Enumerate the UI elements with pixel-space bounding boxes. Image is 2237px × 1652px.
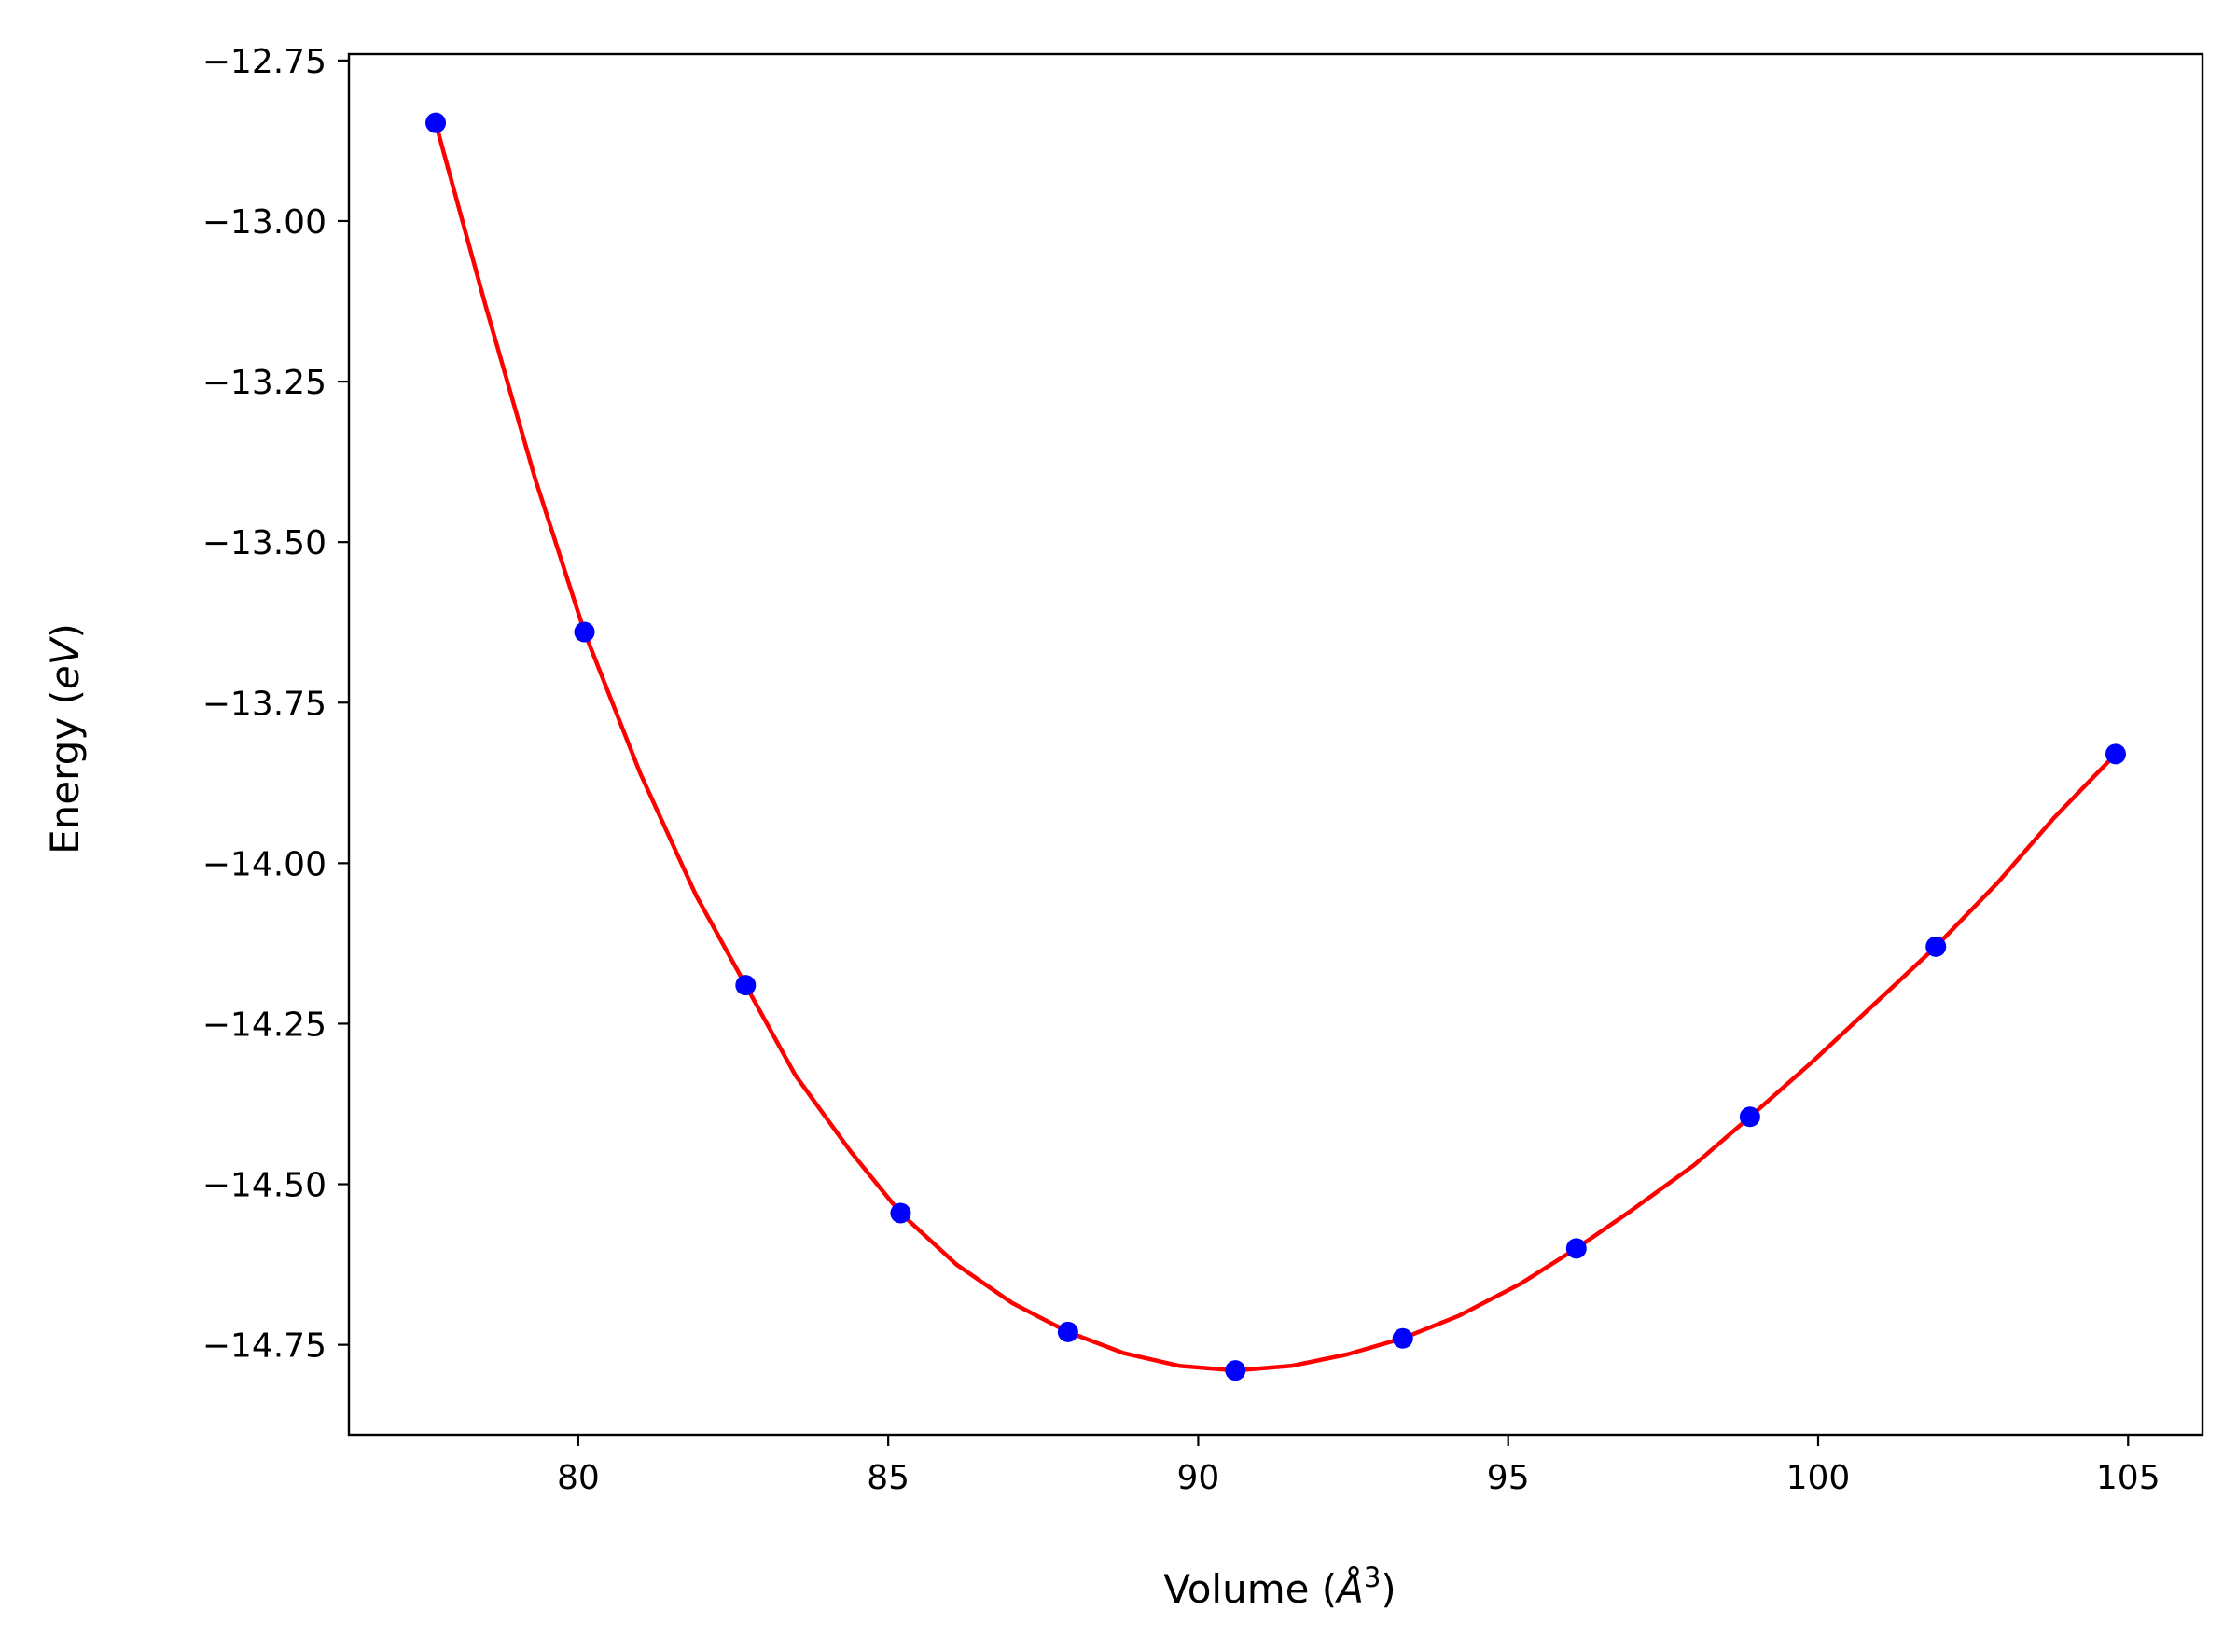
y-tick-label: −14.50 (202, 1167, 327, 1205)
y-tick-label: −12.75 (202, 43, 327, 81)
data-point (735, 975, 757, 996)
data-point (574, 621, 595, 643)
y-tick-label: −13.75 (202, 685, 327, 723)
y-tick-label: −14.75 (202, 1327, 327, 1366)
x-tick-label: 85 (867, 1459, 910, 1497)
y-tick-label: −14.25 (202, 1006, 327, 1044)
y-axis-label: Energy (eV) (42, 623, 88, 854)
data-point (890, 1202, 911, 1224)
x-tick-label: 80 (557, 1459, 600, 1497)
data-point (425, 112, 447, 133)
data-point (2105, 743, 2126, 765)
y-axis-ticks: −12.75 −13.00 −13.25 −13.50 −13.75 −14.00 −14.… (202, 43, 349, 1366)
x-tick-label: 90 (1177, 1459, 1220, 1497)
x-axis-label: Volume (Å3) (1163, 1562, 1396, 1612)
data-point (1392, 1327, 1413, 1349)
y-tick-label: −13.00 (202, 203, 327, 242)
x-tick-label: 100 (1786, 1459, 1851, 1497)
series-layer (425, 112, 2126, 1381)
data-point (1225, 1360, 1246, 1381)
x-tick-label: 95 (1487, 1459, 1530, 1497)
y-tick-label: −14.00 (202, 845, 327, 883)
y-tick-label: −13.25 (202, 364, 327, 402)
data-point (1925, 936, 1947, 957)
y-tick-label: −13.50 (202, 524, 327, 562)
data-point (1057, 1321, 1078, 1342)
data-point (1739, 1106, 1760, 1128)
plot-frame (347, 52, 2204, 1437)
x-axis-ticks: 80 85 90 95 100 105 (557, 1435, 2161, 1497)
x-tick-label: 105 (2096, 1459, 2161, 1497)
data-point (1565, 1238, 1587, 1259)
